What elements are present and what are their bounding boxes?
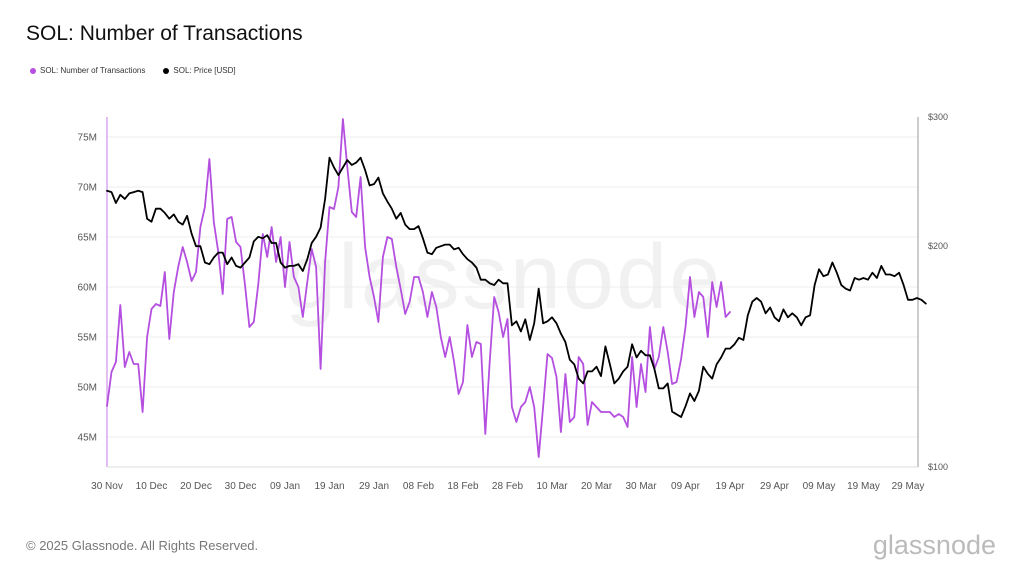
- y-right-tick-usd-300: $300: [928, 112, 948, 122]
- y-right-tick-usd-100: $100: [928, 462, 948, 472]
- x-tick-20-mar: 20 Mar: [581, 481, 613, 492]
- legend-dot-price: [163, 67, 170, 74]
- x-tick-18-feb: 18 Feb: [447, 481, 479, 492]
- y-left-tick-60M: 60M: [78, 283, 97, 294]
- x-tick-28-feb: 28 Feb: [492, 481, 524, 492]
- x-tick-30-nov: 30 Nov: [91, 481, 123, 492]
- x-tick-30-mar: 30 Mar: [625, 481, 657, 492]
- x-tick-19-jan: 19 Jan: [314, 481, 344, 492]
- x-tick-10-dec: 10 Dec: [136, 481, 168, 492]
- x-tick-08-feb: 08 Feb: [403, 481, 435, 492]
- legend-label-transactions: SOL: Number of Transactions: [40, 66, 146, 75]
- x-tick-10-mar: 10 Mar: [536, 481, 568, 492]
- legend-item-transactions[interactable]: SOL: Number of Transactions: [30, 66, 145, 75]
- axes: [106, 117, 919, 468]
- legend: SOL: Number of Transactions SOL: Price […: [30, 66, 236, 75]
- x-tick-19-may: 19 May: [847, 481, 880, 492]
- y-left-tick-65M: 65M: [78, 233, 97, 244]
- series-line-transactions: [106, 118, 731, 458]
- series-line-price: [106, 156, 927, 418]
- copyright-footer: © 2025 Glassnode. All Rights Reserved.: [26, 538, 259, 553]
- y-left-tick-70M: 70M: [78, 183, 97, 194]
- legend-item-price[interactable]: SOL: Price [USD]: [163, 66, 236, 75]
- x-tick-29-jan: 29 Jan: [359, 481, 389, 492]
- tick-labels: 45M 50M 55M 60M 65M 70M 75M $100 $200 $300 30 Nov 1…: [78, 112, 948, 492]
- chart-title: SOL: Number of Transactions: [26, 22, 303, 45]
- x-tick-19-apr: 19 Apr: [716, 481, 746, 492]
- y-left-tick-75M: 75M: [78, 133, 97, 144]
- x-tick-20-dec: 20 Dec: [180, 481, 212, 492]
- x-tick-09-apr: 09 Apr: [671, 481, 701, 492]
- y-left-tick-55M: 55M: [78, 333, 97, 344]
- legend-dot-transactions: [30, 67, 36, 74]
- legend-label-price: SOL: Price [USD]: [173, 66, 236, 75]
- x-tick-29-may: 29 May: [892, 481, 925, 492]
- y-left-tick-45M: 45M: [78, 433, 97, 444]
- x-tick-09-jan: 09 Jan: [270, 481, 300, 492]
- series-lines: [106, 118, 927, 458]
- watermark: glassnode: [285, 226, 723, 328]
- y-right-tick-usd-200: $200: [928, 241, 948, 251]
- grid-lines: [107, 136, 918, 438]
- x-tick-30-dec: 30 Dec: [225, 481, 257, 492]
- x-tick-09-may: 09 May: [803, 481, 836, 492]
- y-left-tick-50M: 50M: [78, 383, 97, 394]
- x-tick-29-apr: 29 Apr: [760, 481, 790, 492]
- brand-logo: glassnode: [872, 530, 996, 560]
